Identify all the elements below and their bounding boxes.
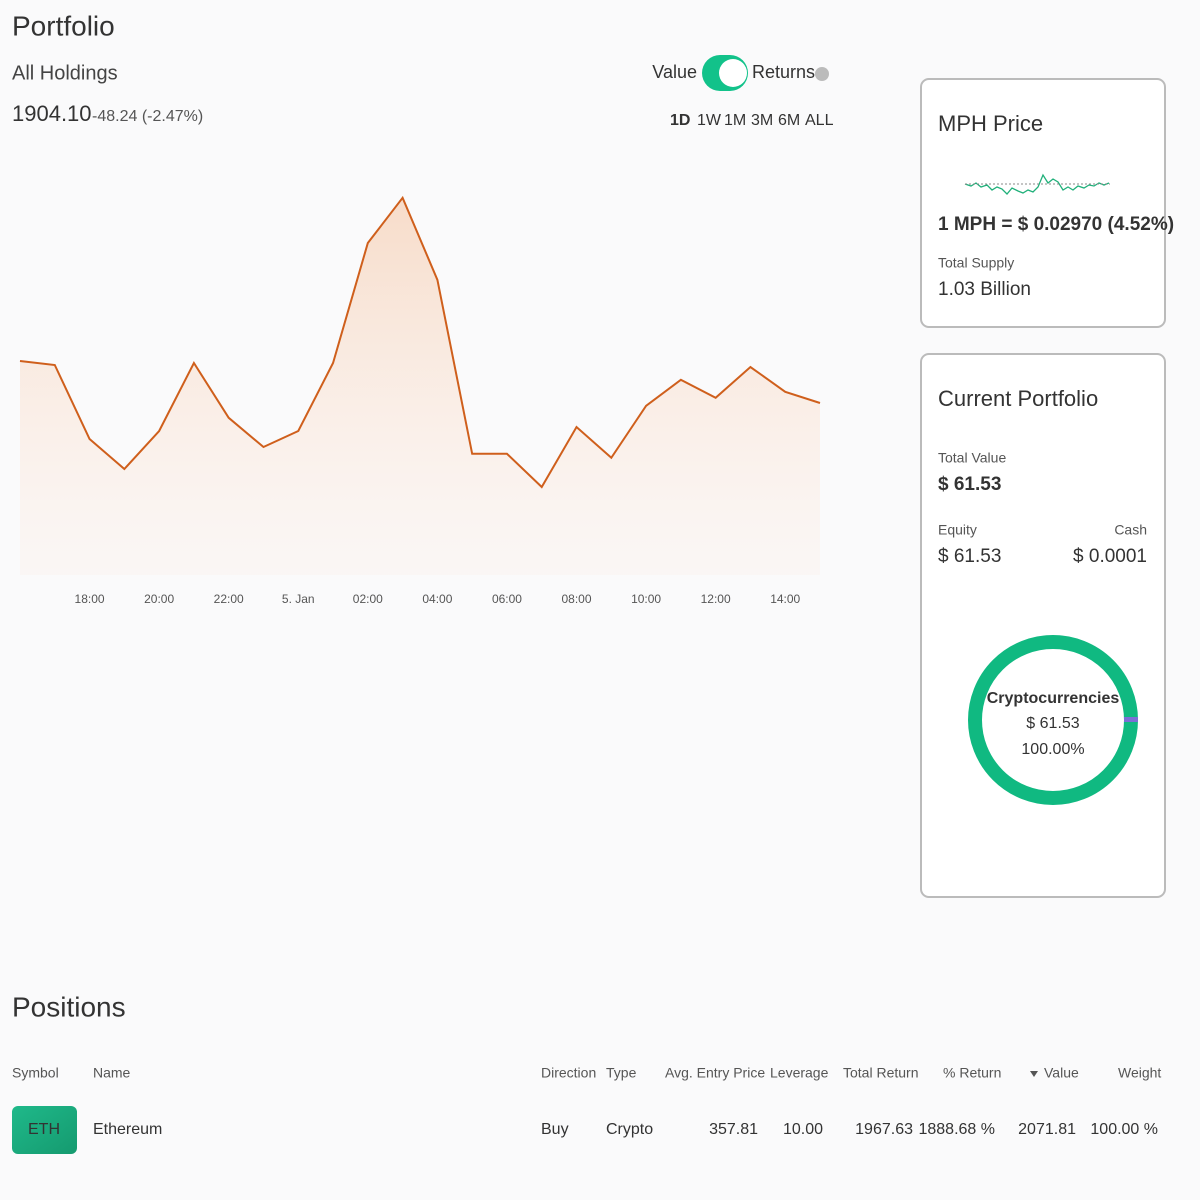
donut-percent: 100.00% (1021, 741, 1084, 758)
mph-card (920, 78, 1166, 328)
column-header: Type (606, 1065, 637, 1081)
mph-sparkline (964, 173, 1110, 195)
range-button[interactable]: 1D (670, 112, 690, 129)
column-header: Symbol (12, 1065, 59, 1081)
x-tick-label: 5. Jan (282, 592, 315, 606)
x-tick-label: 06:00 (492, 592, 522, 606)
donut-label: Cryptocurrencies (987, 690, 1120, 707)
subtitle: All Holdings (12, 62, 118, 84)
supply-label: Total Supply (938, 255, 1014, 271)
cash-value: $ 0.0001 (1073, 546, 1147, 567)
page-title: Portfolio (12, 10, 115, 41)
supply-value: 1.03 Billion (938, 279, 1031, 300)
toggle-right[interactable]: Returns (752, 62, 815, 82)
cell: Ethereum (93, 1121, 162, 1138)
cell: ETH (28, 1121, 60, 1138)
help-icon[interactable] (815, 67, 829, 81)
portfolio-change: -48.24 (-2.47%) (92, 108, 203, 125)
x-tick-label: 22:00 (214, 592, 244, 606)
portfolio-value: 1904.10 (12, 101, 92, 126)
column-header: % Return (943, 1065, 1001, 1081)
toggle-left[interactable]: Value (652, 62, 697, 82)
x-tick-label: 20:00 (144, 592, 174, 606)
equity-label: Equity (938, 522, 977, 538)
line (19, 195, 821, 489)
card-title: Current Portfolio (938, 386, 1098, 411)
cell: Crypto (606, 1121, 653, 1138)
x-tick-label: 10:00 (631, 592, 661, 606)
symbol-pill (12, 1106, 77, 1154)
x-tick-label: 18:00 (75, 592, 105, 606)
toggle-knob (719, 59, 747, 87)
column-header: Name (93, 1065, 131, 1081)
range-button[interactable]: 1W (697, 112, 722, 129)
total-label: Total Value (938, 450, 1006, 466)
sort-icon (1030, 1071, 1038, 1077)
portfolio-card (920, 353, 1166, 898)
range-button[interactable]: 3M (751, 112, 773, 129)
total-value: $ 61.53 (938, 474, 1001, 495)
column-header: Direction (541, 1065, 596, 1081)
cell: 357.81 (709, 1121, 758, 1138)
positions-title: Positions (12, 991, 126, 1022)
column-header: Value (1044, 1065, 1079, 1081)
donut-amount: $ 61.53 (1026, 715, 1079, 732)
column-header: Avg. Entry Price (665, 1065, 765, 1081)
x-tick-label: 08:00 (562, 592, 592, 606)
x-tick-label: 14:00 (770, 592, 800, 606)
column-header: Weight (1118, 1065, 1161, 1081)
cell: 1967.63 (855, 1121, 913, 1138)
equity-value: $ 61.53 (938, 546, 1001, 567)
area-fill (20, 197, 820, 576)
mph-price: 1 MPH = $ 0.02970 (4.52%) (938, 214, 1174, 235)
cell: 1888.68 % (918, 1121, 995, 1138)
x-tick-label: 12:00 (701, 592, 731, 606)
x-tick-label: 02:00 (353, 592, 383, 606)
range-button[interactable]: ALL (805, 112, 834, 129)
range-button[interactable]: 6M (778, 112, 800, 129)
column-header: Leverage (770, 1065, 829, 1081)
cell: 10.00 (783, 1121, 823, 1138)
column-header: Total Return (843, 1065, 918, 1081)
other-slice (1124, 717, 1138, 722)
x-tick-label: 04:00 (422, 592, 452, 606)
cash-label: Cash (1114, 522, 1147, 538)
cell: 2071.81 (1018, 1121, 1076, 1138)
range-button[interactable]: 1M (724, 112, 746, 129)
cell: 100.00 % (1090, 1121, 1158, 1138)
mph-title: MPH Price (938, 111, 1043, 136)
cell: Buy (541, 1121, 569, 1138)
